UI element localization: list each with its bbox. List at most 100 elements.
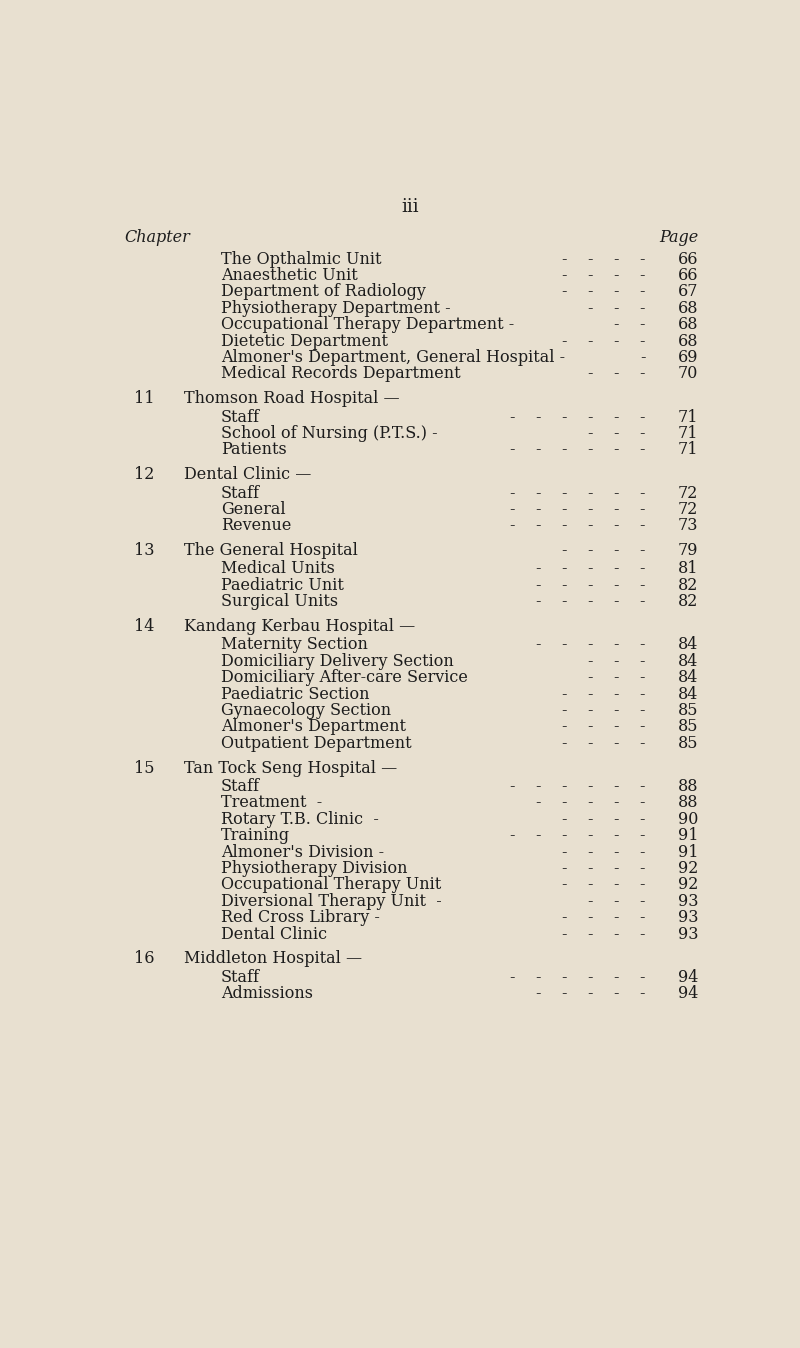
Text: Maternity Section: Maternity Section [221, 636, 368, 654]
Text: -    -    -    -    -: - - - - - [536, 985, 646, 1002]
Text: -    -    -    -    -: - - - - - [536, 561, 646, 577]
Text: -    -    -    -: - - - - [562, 542, 646, 559]
Text: 68: 68 [678, 317, 698, 333]
Text: 66: 66 [678, 267, 698, 284]
Text: Training: Training [221, 828, 290, 844]
Text: -    -    -    -: - - - - [562, 860, 646, 878]
Text: The Opthalmic Unit: The Opthalmic Unit [221, 251, 382, 267]
Text: 11: 11 [134, 390, 154, 407]
Text: -    -    -    -: - - - - [562, 333, 646, 349]
Text: -    -    -    -: - - - - [562, 251, 646, 267]
Text: Middleton Hospital —: Middleton Hospital — [184, 950, 362, 968]
Text: Kandang Kerbau Hospital —: Kandang Kerbau Hospital — [184, 617, 415, 635]
Text: 90: 90 [678, 811, 698, 828]
Text: Medical Units: Medical Units [221, 561, 334, 577]
Text: Gynaecology Section: Gynaecology Section [221, 702, 391, 718]
Text: General: General [221, 501, 286, 518]
Text: Patients: Patients [221, 441, 286, 458]
Text: -    -    -    -    -    -: - - - - - - [510, 518, 646, 534]
Text: 93: 93 [678, 910, 698, 926]
Text: School of Nursing (P.T.S.) -: School of Nursing (P.T.S.) - [221, 425, 438, 442]
Text: 91: 91 [678, 844, 698, 860]
Text: Occupational Therapy Department -: Occupational Therapy Department - [221, 317, 514, 333]
Text: -    -    -    -    -: - - - - - [536, 794, 646, 811]
Text: Thomson Road Hospital —: Thomson Road Hospital — [184, 390, 399, 407]
Text: Domiciliary Delivery Section: Domiciliary Delivery Section [221, 652, 454, 670]
Text: 84: 84 [678, 652, 698, 670]
Text: -    -    -    -: - - - - [562, 926, 646, 942]
Text: Almoner's Department, General Hospital -: Almoner's Department, General Hospital - [221, 349, 565, 365]
Text: -    -    -    -: - - - - [562, 811, 646, 828]
Text: -    -    -    -: - - - - [562, 910, 646, 926]
Text: -    -: - - [614, 317, 646, 333]
Text: Diversional Therapy Unit  -: Diversional Therapy Unit - [221, 892, 442, 910]
Text: -    -    -    -: - - - - [562, 283, 646, 301]
Text: -    -    -    -    -    -: - - - - - - [510, 441, 646, 458]
Text: Almoner's Department: Almoner's Department [221, 718, 406, 736]
Text: Dental Clinic: Dental Clinic [221, 926, 327, 942]
Text: 13: 13 [134, 542, 154, 559]
Text: -    -    -: - - - [588, 365, 646, 383]
Text: Staff: Staff [221, 408, 260, 426]
Text: Red Cross Library -: Red Cross Library - [221, 910, 380, 926]
Text: -    -    -    -: - - - - [562, 876, 646, 894]
Text: -    -    -    -    -    -: - - - - - - [510, 969, 646, 985]
Text: -    -    -: - - - [588, 652, 646, 670]
Text: 88: 88 [678, 778, 698, 795]
Text: -    -    -: - - - [588, 669, 646, 686]
Text: Staff: Staff [221, 969, 260, 985]
Text: Physiotherapy Department -: Physiotherapy Department - [221, 299, 450, 317]
Text: -    -    -    -    -    -: - - - - - - [510, 501, 646, 518]
Text: 16: 16 [134, 950, 154, 968]
Text: Anaesthetic Unit: Anaesthetic Unit [221, 267, 358, 284]
Text: 85: 85 [678, 702, 698, 718]
Text: Outpatient Department: Outpatient Department [221, 735, 411, 752]
Text: 79: 79 [678, 542, 698, 559]
Text: 68: 68 [678, 333, 698, 349]
Text: Almoner's Division -: Almoner's Division - [221, 844, 384, 860]
Text: 73: 73 [678, 518, 698, 534]
Text: 91: 91 [678, 828, 698, 844]
Text: Physiotherapy Division: Physiotherapy Division [221, 860, 407, 878]
Text: -    -    -    -: - - - - [562, 844, 646, 860]
Text: Staff: Staff [221, 484, 260, 501]
Text: Dental Clinic —: Dental Clinic — [184, 466, 311, 483]
Text: Occupational Therapy Unit: Occupational Therapy Unit [221, 876, 441, 894]
Text: 82: 82 [678, 577, 698, 594]
Text: -: - [640, 349, 646, 365]
Text: -    -    -    -: - - - - [562, 702, 646, 718]
Text: Staff: Staff [221, 778, 260, 795]
Text: 67: 67 [678, 283, 698, 301]
Text: 72: 72 [678, 501, 698, 518]
Text: -    -    -    -    -    -: - - - - - - [510, 778, 646, 795]
Text: Admissions: Admissions [221, 985, 313, 1002]
Text: Dietetic Department: Dietetic Department [221, 333, 388, 349]
Text: 82: 82 [678, 593, 698, 611]
Text: 66: 66 [678, 251, 698, 267]
Text: Page: Page [659, 229, 698, 247]
Text: 84: 84 [678, 686, 698, 702]
Text: 69: 69 [678, 349, 698, 365]
Text: Paediatric Unit: Paediatric Unit [221, 577, 344, 594]
Text: 15: 15 [134, 759, 154, 776]
Text: -    -    -    -: - - - - [562, 735, 646, 752]
Text: -    -    -    -    -    -: - - - - - - [510, 484, 646, 501]
Text: Tan Tock Seng Hospital —: Tan Tock Seng Hospital — [184, 759, 397, 776]
Text: 85: 85 [678, 735, 698, 752]
Text: -    -    -    -    -    -: - - - - - - [510, 828, 646, 844]
Text: -    -    -: - - - [588, 425, 646, 442]
Text: 12: 12 [134, 466, 154, 483]
Text: -    -    -: - - - [588, 299, 646, 317]
Text: -    -    -    -    -: - - - - - [536, 593, 646, 611]
Text: 84: 84 [678, 636, 698, 654]
Text: Department of Radiology: Department of Radiology [221, 283, 426, 301]
Text: Domiciliary After-care Service: Domiciliary After-care Service [221, 669, 468, 686]
Text: Paediatric Section: Paediatric Section [221, 686, 370, 702]
Text: 84: 84 [678, 669, 698, 686]
Text: 92: 92 [678, 860, 698, 878]
Text: -    -    -    -: - - - - [562, 718, 646, 736]
Text: Surgical Units: Surgical Units [221, 593, 338, 611]
Text: 93: 93 [678, 892, 698, 910]
Text: -    -    -: - - - [588, 892, 646, 910]
Text: 71: 71 [678, 425, 698, 442]
